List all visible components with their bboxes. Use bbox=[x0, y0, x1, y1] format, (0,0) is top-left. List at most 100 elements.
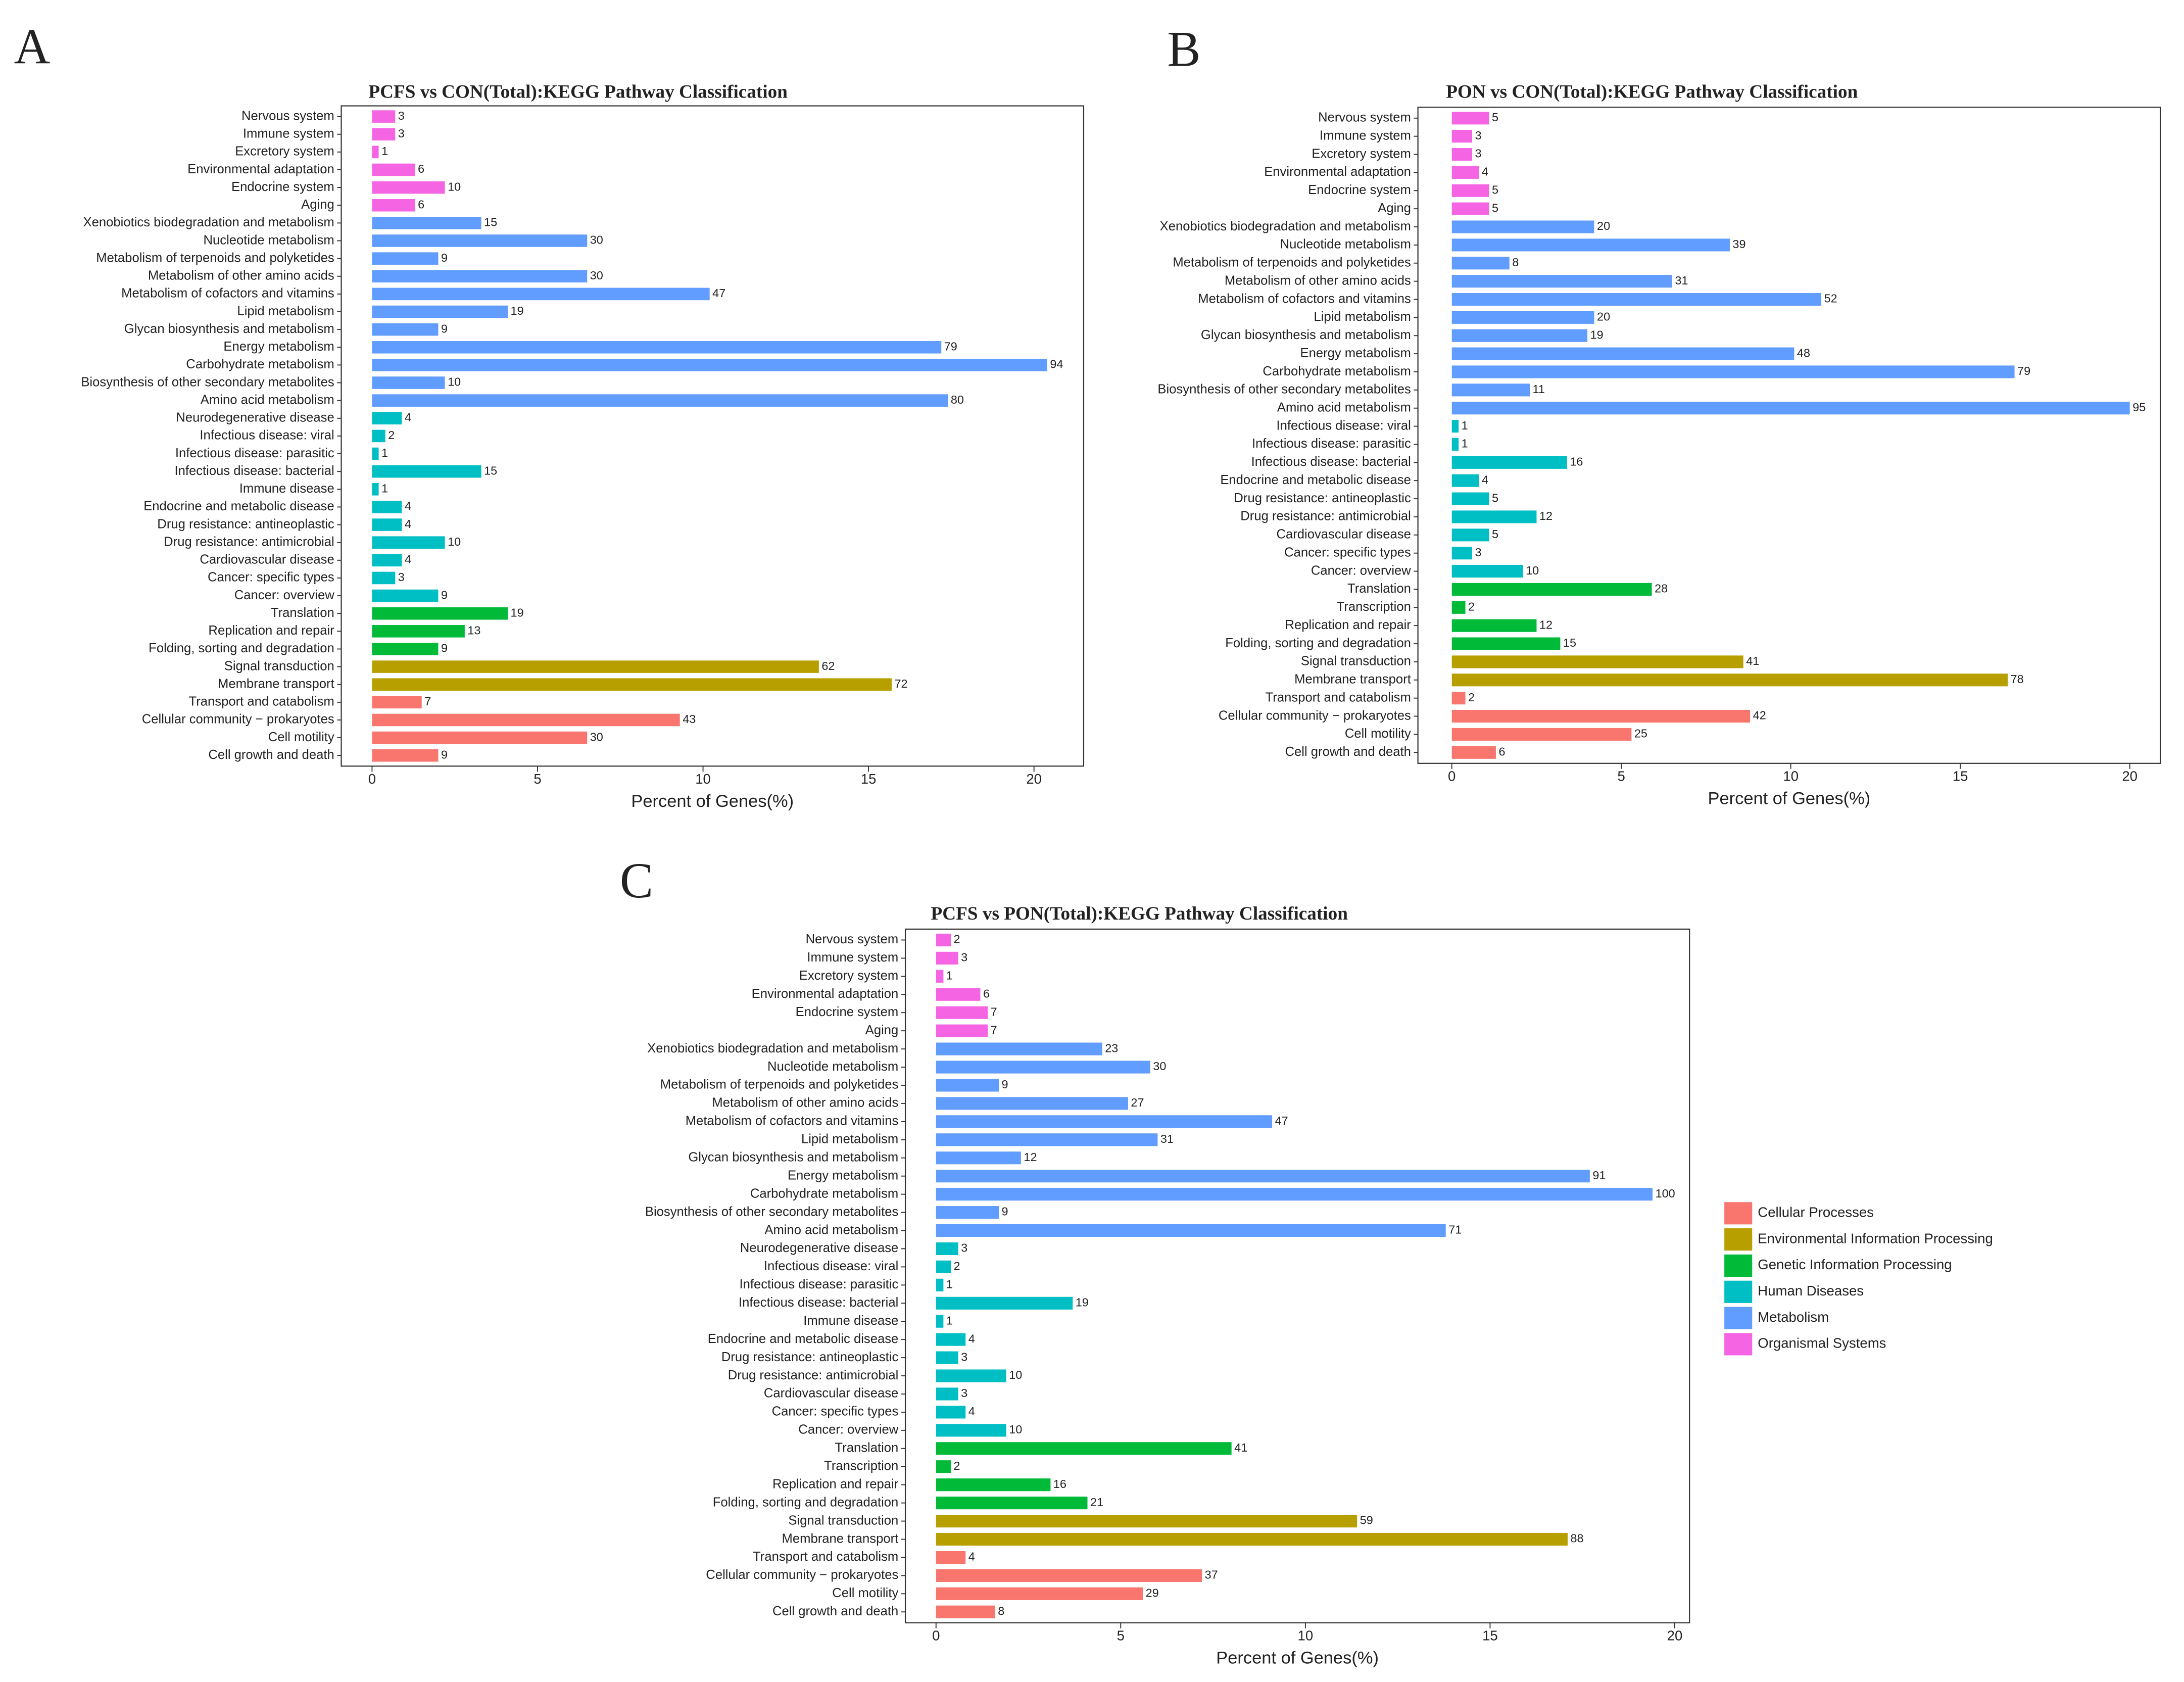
bar bbox=[1451, 438, 1459, 451]
y-tick-label: Metabolism of other amino acids bbox=[1225, 273, 1411, 287]
bar bbox=[372, 163, 415, 176]
y-tick-label: Immune system bbox=[1320, 128, 1411, 142]
bar bbox=[372, 696, 422, 709]
count-label: 47 bbox=[1275, 1114, 1288, 1127]
y-tick-label: Nervous system bbox=[806, 932, 899, 946]
count-label: 1 bbox=[381, 446, 388, 459]
legend-label: Human Diseases bbox=[1758, 1283, 1864, 1299]
count-label: 59 bbox=[1360, 1514, 1373, 1527]
bar bbox=[1451, 293, 1822, 306]
count-label: 27 bbox=[1131, 1096, 1144, 1109]
bar bbox=[1451, 220, 1594, 233]
y-tick-label: Energy metabolism bbox=[223, 340, 334, 354]
x-tick-label: 10 bbox=[1298, 1628, 1314, 1644]
count-label: 4 bbox=[405, 517, 411, 531]
y-tick-label: Metabolism of terpenoids and polyketides bbox=[1173, 256, 1411, 270]
y-tick-label: Aging bbox=[865, 1023, 899, 1037]
y-tick-label: Neurodegenerative disease bbox=[176, 411, 334, 425]
bar bbox=[1451, 547, 1472, 560]
x-tick-label: 0 bbox=[368, 771, 376, 787]
bar bbox=[936, 1315, 944, 1328]
bar bbox=[372, 199, 415, 212]
count-label: 4 bbox=[968, 1332, 975, 1345]
y-tick-label: Xenobiotics biodegradation and metabolis… bbox=[83, 215, 334, 229]
y-tick-label: Transport and catabolism bbox=[189, 695, 334, 709]
y-tick-label: Carbohydrate metabolism bbox=[186, 357, 334, 371]
bar bbox=[936, 1333, 966, 1346]
y-tick-label: Cancer: specific types bbox=[208, 570, 334, 585]
count-label: 2 bbox=[954, 1260, 960, 1273]
bar bbox=[936, 1514, 1357, 1528]
bar bbox=[936, 1587, 1143, 1600]
count-label: 9 bbox=[441, 748, 448, 761]
bar bbox=[936, 1605, 995, 1618]
y-tick-label: Transport and catabolism bbox=[753, 1550, 898, 1564]
count-label: 2 bbox=[1468, 691, 1475, 704]
y-tick-label: Immune disease bbox=[803, 1314, 898, 1328]
y-tick-label: Endocrine and metabolic disease bbox=[143, 499, 334, 513]
y-tick-label: Signal transduction bbox=[788, 1513, 898, 1527]
y-tick-label: Nucleotide metabolism bbox=[1280, 237, 1411, 252]
panel-label: C bbox=[620, 853, 653, 908]
x-tick-label: 15 bbox=[1953, 768, 1968, 784]
x-tick-label: 20 bbox=[2122, 768, 2138, 784]
y-tick-label: Biosynthesis of other secondary metaboli… bbox=[81, 375, 334, 389]
bar bbox=[1451, 112, 1489, 125]
bar bbox=[936, 1097, 1128, 1110]
bar bbox=[936, 1278, 944, 1291]
y-tick-label: Amino acid metabolism bbox=[764, 1223, 898, 1237]
bar bbox=[372, 465, 481, 478]
count-label: 43 bbox=[683, 712, 696, 726]
bar bbox=[936, 1351, 958, 1364]
y-tick-label: Amino acid metabolism bbox=[1277, 401, 1411, 415]
y-tick-label: Cancer: overview bbox=[234, 588, 334, 602]
count-label: 3 bbox=[961, 1241, 967, 1255]
bar bbox=[372, 501, 402, 513]
bar bbox=[372, 359, 1047, 371]
bar bbox=[1451, 238, 1730, 252]
bar bbox=[936, 1569, 1202, 1582]
count-label: 3 bbox=[398, 109, 405, 122]
x-tick-label: 5 bbox=[1117, 1628, 1125, 1644]
count-label: 10 bbox=[448, 375, 461, 389]
count-label: 100 bbox=[1656, 1187, 1675, 1200]
y-tick-label: Amino acid metabolism bbox=[201, 393, 334, 407]
y-tick-label: Nervous system bbox=[1318, 111, 1411, 125]
y-tick-label: Glycan biosynthesis and metabolism bbox=[124, 322, 334, 336]
y-tick-label: Folding, sorting and degradation bbox=[149, 641, 334, 655]
bar bbox=[1451, 692, 1466, 705]
y-tick-label: Nucleotide metabolism bbox=[204, 233, 334, 247]
count-label: 3 bbox=[961, 1350, 967, 1363]
count-label: 37 bbox=[1205, 1568, 1218, 1581]
chart-title: PON vs CON(Total):KEGG Pathway Classific… bbox=[1446, 81, 1858, 102]
count-label: 13 bbox=[467, 624, 480, 637]
bar bbox=[372, 749, 439, 762]
bar bbox=[372, 571, 396, 585]
count-label: 1 bbox=[381, 482, 388, 495]
count-label: 16 bbox=[1570, 455, 1583, 468]
count-label: 41 bbox=[1234, 1441, 1247, 1454]
count-label: 72 bbox=[894, 677, 907, 690]
y-tick-label: Signal transduction bbox=[1301, 654, 1411, 668]
bar bbox=[936, 1460, 951, 1473]
bar bbox=[1451, 365, 2015, 378]
legend-swatch bbox=[1724, 1280, 1753, 1303]
bar bbox=[936, 1296, 1073, 1310]
y-tick-label: Aging bbox=[1378, 201, 1411, 215]
y-tick-label: Metabolism of terpenoids and polyketides bbox=[660, 1078, 898, 1092]
y-tick-label: Metabolism of other amino acids bbox=[712, 1096, 898, 1110]
count-label: 4 bbox=[1482, 473, 1488, 486]
y-tick-label: Infectious disease: bacterial bbox=[1251, 455, 1411, 469]
y-tick-label: Immune system bbox=[807, 950, 898, 965]
y-tick-label: Endocrine system bbox=[1308, 183, 1411, 197]
x-tick-label: 20 bbox=[1026, 771, 1042, 787]
bar bbox=[372, 713, 680, 727]
y-tick-label: Infectious disease: viral bbox=[764, 1259, 898, 1273]
bar bbox=[936, 1133, 1158, 1146]
count-label: 31 bbox=[1160, 1132, 1174, 1145]
y-tick-label: Drug resistance: antimicrobial bbox=[728, 1368, 899, 1382]
count-label: 2 bbox=[954, 933, 960, 946]
y-tick-label: Cell motility bbox=[1345, 727, 1411, 741]
count-label: 15 bbox=[484, 464, 497, 477]
